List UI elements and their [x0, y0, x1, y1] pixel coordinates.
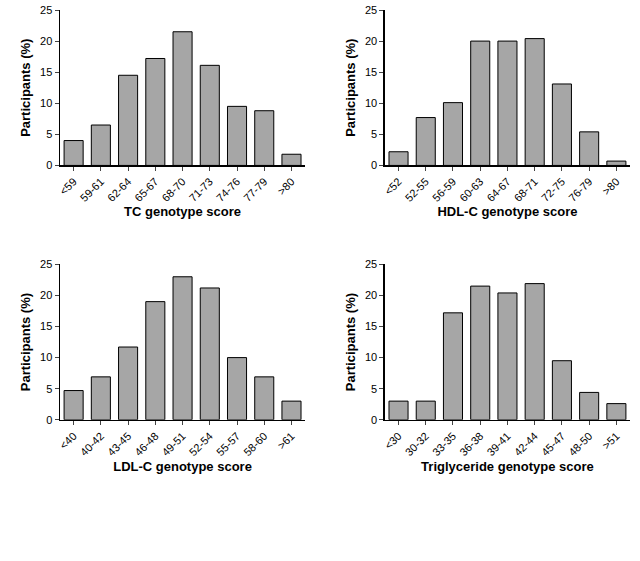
svg-text:59-61: 59-61: [78, 175, 106, 203]
svg-text:0: 0: [46, 414, 52, 426]
svg-text:>61: >61: [275, 430, 297, 452]
svg-text:49-51: 49-51: [159, 430, 187, 458]
svg-text:52-54: 52-54: [187, 430, 215, 458]
svg-text:25: 25: [40, 4, 52, 16]
svg-text:>80: >80: [600, 175, 622, 197]
svg-text:36-38: 36-38: [457, 430, 485, 458]
svg-text:>51: >51: [600, 430, 622, 452]
svg-text:58-60: 58-60: [241, 430, 269, 458]
svg-text:40-42: 40-42: [78, 430, 106, 458]
svg-text:20: 20: [40, 289, 52, 301]
svg-text:5: 5: [46, 383, 52, 395]
svg-text:30-32: 30-32: [403, 430, 431, 458]
svg-text:76-79: 76-79: [566, 175, 594, 203]
svg-text:5: 5: [46, 128, 52, 140]
svg-text:20: 20: [365, 35, 377, 47]
svg-text:0: 0: [371, 159, 377, 171]
svg-text:Participants (%): Participants (%): [18, 293, 33, 391]
svg-text:<52: <52: [382, 175, 404, 197]
svg-text:20: 20: [365, 289, 377, 301]
svg-text:39-41: 39-41: [484, 430, 512, 458]
svg-text:10: 10: [365, 351, 377, 363]
svg-text:45-47: 45-47: [539, 430, 567, 458]
svg-text:62-64: 62-64: [105, 175, 133, 203]
svg-text:Participants (%): Participants (%): [343, 39, 358, 137]
svg-text:Triglyceride genotype score: Triglyceride genotype score: [421, 459, 594, 474]
svg-text:0: 0: [46, 159, 52, 171]
svg-text:65-67: 65-67: [132, 175, 160, 203]
svg-text:55-57: 55-57: [214, 430, 242, 458]
svg-text:<40: <40: [57, 430, 79, 452]
svg-text:10: 10: [40, 97, 52, 109]
svg-text:42-44: 42-44: [512, 430, 540, 458]
svg-text:Participants (%): Participants (%): [18, 39, 33, 137]
svg-text:15: 15: [365, 320, 377, 332]
svg-text:46-48: 46-48: [132, 430, 160, 458]
svg-text:10: 10: [365, 97, 377, 109]
svg-text:25: 25: [365, 258, 377, 270]
svg-text:0: 0: [371, 414, 377, 426]
svg-text:77-79: 77-79: [241, 175, 269, 203]
svg-text:20: 20: [40, 35, 52, 47]
svg-text:<30: <30: [382, 430, 404, 452]
svg-text:43-45: 43-45: [105, 430, 133, 458]
svg-text:68-71: 68-71: [512, 175, 540, 203]
svg-text:10: 10: [40, 351, 52, 363]
svg-text:TC genotype score: TC genotype score: [124, 204, 241, 219]
svg-text:52-55: 52-55: [403, 175, 431, 203]
svg-text:Participants (%): Participants (%): [343, 293, 358, 391]
svg-text:HDL-C genotype score: HDL-C genotype score: [437, 204, 577, 219]
svg-text:68-70: 68-70: [159, 175, 187, 203]
svg-text:72-75: 72-75: [539, 175, 567, 203]
svg-text:48-50: 48-50: [566, 430, 594, 458]
svg-text:<59: <59: [57, 175, 79, 197]
svg-text:5: 5: [371, 128, 377, 140]
svg-text:5: 5: [371, 383, 377, 395]
svg-text:33-35: 33-35: [430, 430, 458, 458]
svg-text:71-73: 71-73: [187, 175, 215, 203]
svg-text:15: 15: [40, 320, 52, 332]
svg-text:>80: >80: [275, 175, 297, 197]
svg-text:15: 15: [40, 66, 52, 78]
svg-text:64-67: 64-67: [484, 175, 512, 203]
svg-text:LDL-C genotype score: LDL-C genotype score: [113, 459, 252, 474]
svg-text:25: 25: [40, 258, 52, 270]
svg-text:74-76: 74-76: [214, 175, 242, 203]
svg-text:15: 15: [365, 66, 377, 78]
svg-text:56-59: 56-59: [430, 175, 458, 203]
svg-text:60-63: 60-63: [457, 175, 485, 203]
svg-text:25: 25: [365, 4, 377, 16]
